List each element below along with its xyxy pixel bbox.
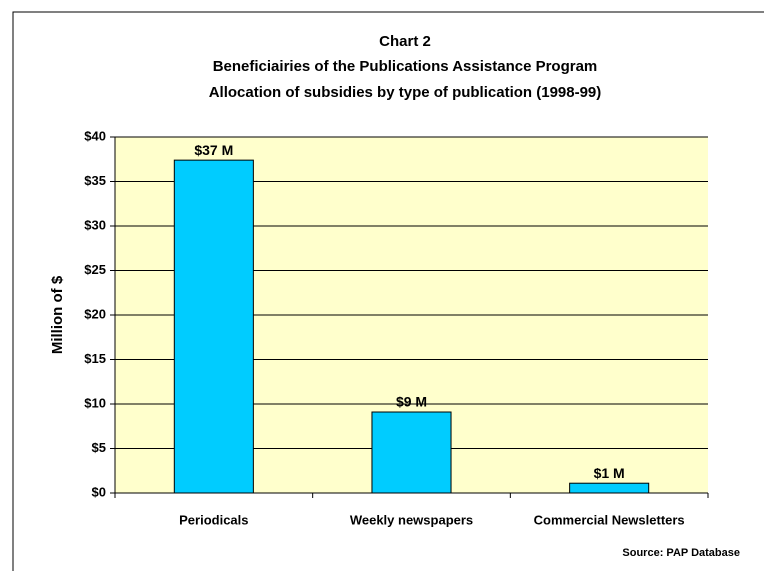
- source-note: Source: PAP Database: [622, 547, 740, 559]
- x-tick-label: Weekly newspapers: [350, 512, 473, 527]
- y-tick-label: $0: [92, 484, 106, 499]
- y-tick-label: $25: [84, 262, 106, 277]
- y-tick-label: $10: [84, 395, 106, 410]
- y-tick-label: $40: [84, 128, 106, 143]
- y-tick-label: $30: [84, 217, 106, 232]
- bar: [173, 159, 254, 494]
- frame: [12, 11, 764, 571]
- chart-subtitle: Beneficiairies of the Publications Assis…: [213, 58, 598, 75]
- y-tick-label: $5: [92, 440, 106, 455]
- value-label: $9 M: [396, 394, 427, 410]
- bar: [569, 482, 650, 494]
- y-tick-label: $15: [84, 351, 106, 366]
- value-label: $37 M: [194, 142, 233, 158]
- x-tick-label: Periodicals: [179, 512, 248, 527]
- y-axis-label: Million of $: [49, 275, 66, 354]
- y-tick-label: $35: [84, 173, 106, 188]
- chart-title: Chart 2: [379, 33, 431, 50]
- chart-subtitle: Allocation of subsidies by type of publi…: [209, 84, 602, 101]
- x-tick-label: Commercial Newsletters: [534, 512, 685, 527]
- bar: [371, 411, 452, 494]
- value-label: $1 M: [594, 465, 625, 481]
- y-tick-label: $20: [84, 306, 106, 321]
